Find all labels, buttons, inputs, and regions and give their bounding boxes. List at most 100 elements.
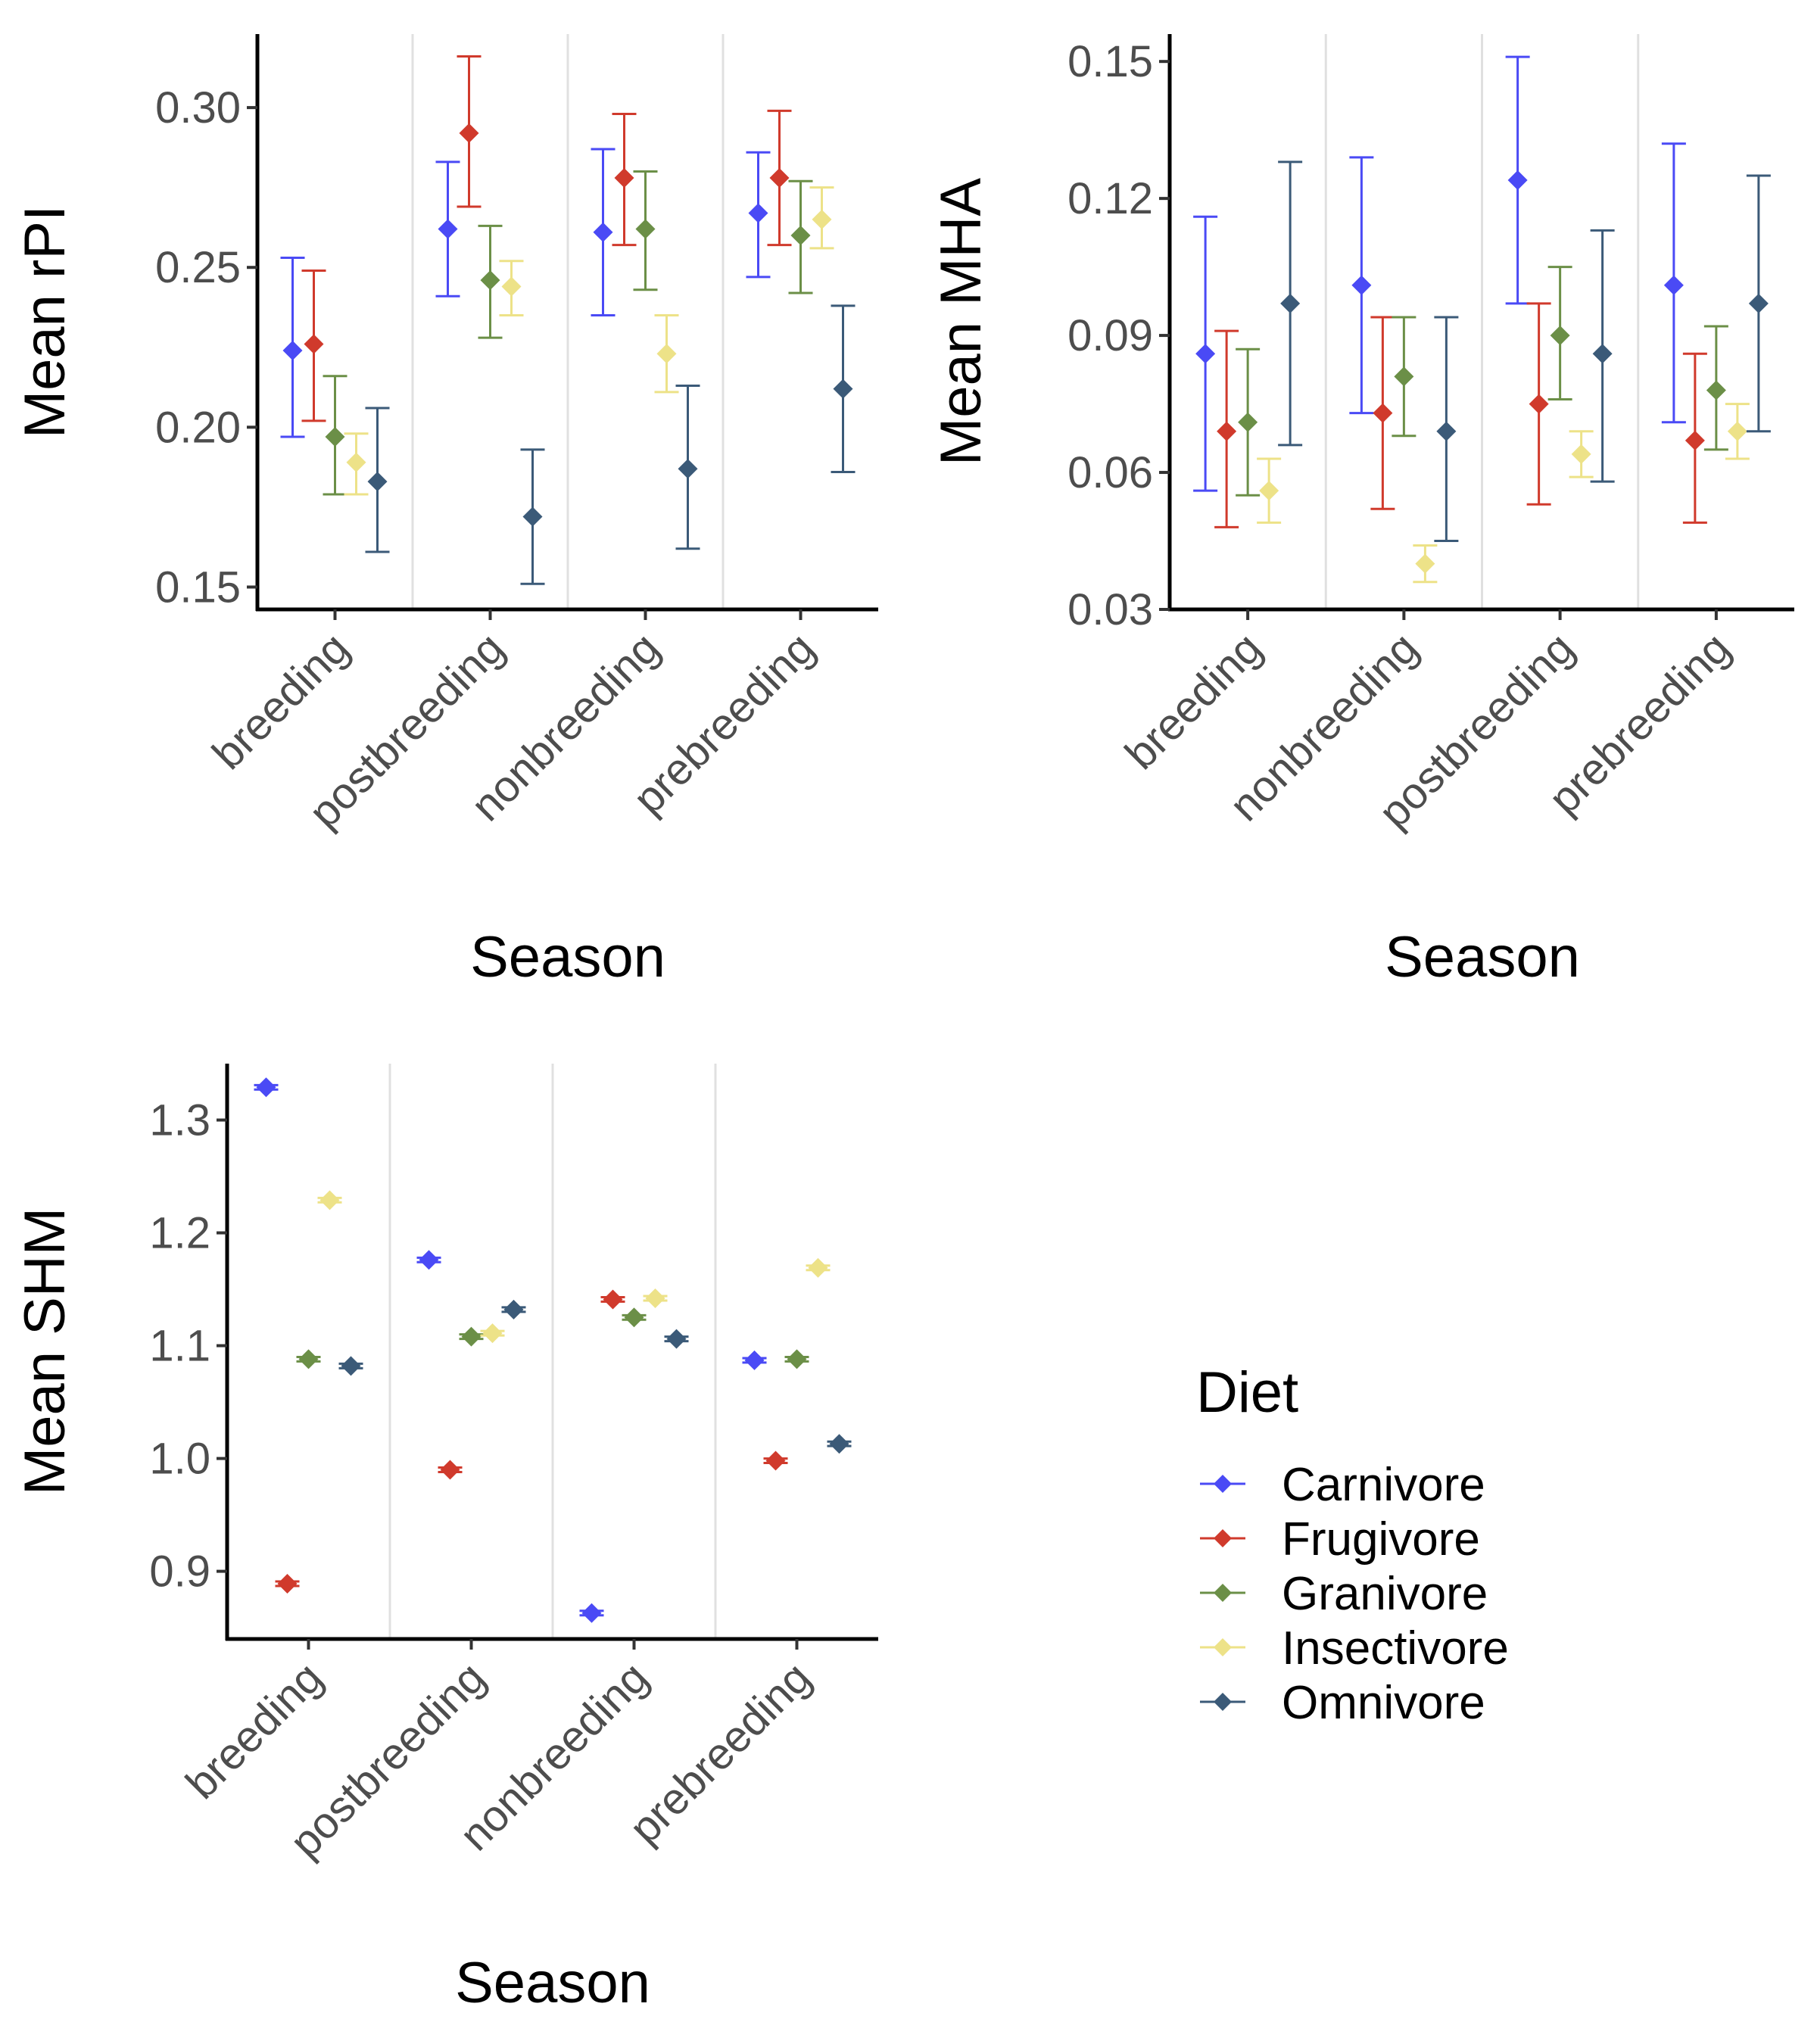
series-insectivore [317, 1190, 831, 1344]
y-tick-label: 1.3 [149, 1096, 210, 1145]
series-carnivore [1193, 55, 1686, 492]
chart-panel-1: 0.150.200.250.30breedingpostbreedingnonb… [13, 34, 878, 989]
data-point [656, 344, 677, 364]
data-point [603, 1289, 623, 1310]
data-point [341, 1356, 361, 1376]
y-tick-label: 0.09 [1067, 311, 1153, 360]
data-point [438, 219, 458, 239]
data-point [765, 1450, 786, 1471]
x-axis-title: Season [455, 1951, 650, 2015]
x-tick-label: breeding [203, 623, 359, 779]
legend-key-marker [1214, 1638, 1232, 1656]
series-frugivore [1214, 302, 1707, 528]
y-tick-label: 0.12 [1067, 174, 1153, 223]
data-point [1727, 421, 1747, 441]
y-axis-title: Mean rPI [13, 205, 77, 438]
data-point [666, 1329, 687, 1349]
legend-label: Insectivore [1282, 1622, 1509, 1675]
data-point [1259, 481, 1279, 501]
legend-item-insectivore: Insectivore [1200, 1622, 1509, 1675]
data-point [593, 222, 613, 242]
data-point [522, 506, 543, 527]
data-point [1706, 380, 1726, 400]
data-point [748, 203, 768, 223]
data-point [298, 1349, 319, 1369]
data-point [1415, 553, 1435, 574]
data-point [744, 1350, 765, 1370]
series-frugivore [275, 1289, 788, 1594]
data-point [282, 341, 303, 360]
data-point [1571, 444, 1591, 464]
y-tick-label: 0.20 [155, 403, 241, 452]
data-point [440, 1460, 460, 1480]
y-tick-label: 0.15 [155, 562, 241, 612]
legend-item-carnivore: Carnivore [1200, 1459, 1485, 1511]
y-tick-label: 0.03 [1067, 585, 1153, 634]
y-tick-label: 1.1 [149, 1322, 210, 1371]
chart-panel-2: 0.030.060.090.120.15breedingnonbreedingp… [929, 34, 1794, 989]
data-point [1685, 430, 1705, 450]
data-point [1663, 275, 1684, 295]
series-insectivore [344, 186, 834, 496]
data-point [325, 427, 345, 447]
legend-title: Diet [1196, 1360, 1298, 1425]
data-point [1373, 403, 1393, 423]
x-tick-label: breeding [1116, 623, 1272, 779]
y-tick-label: 1.2 [149, 1209, 210, 1258]
series-omnivore [1278, 160, 1771, 543]
data-point [1217, 421, 1237, 441]
data-point [480, 270, 500, 291]
data-point [1507, 170, 1528, 191]
data-point [1238, 412, 1258, 432]
data-point [459, 123, 479, 143]
data-point [1529, 394, 1549, 414]
data-point [1280, 293, 1301, 313]
data-point [790, 226, 811, 245]
data-point [1436, 421, 1457, 441]
data-point [419, 1250, 439, 1270]
series-carnivore [254, 1077, 767, 1623]
legend-label: Carnivore [1282, 1459, 1485, 1511]
data-point [1592, 344, 1613, 364]
legend-key-marker [1214, 1529, 1232, 1547]
y-tick-label: 0.15 [1067, 37, 1153, 86]
series-carnivore [280, 148, 771, 438]
legend-label: Omnivore [1282, 1677, 1485, 1729]
data-point [614, 168, 634, 188]
series-frugivore [301, 55, 792, 422]
data-point [812, 209, 832, 229]
chart-panel-3: 0.91.01.11.21.3breedingpostbreedingnonbr… [13, 1064, 878, 2015]
data-point [769, 168, 790, 188]
data-point [346, 452, 366, 472]
data-point [367, 472, 388, 492]
y-tick-label: 0.25 [155, 243, 241, 292]
series-granivore [1236, 266, 1728, 497]
data-point [1748, 293, 1769, 313]
data-point [501, 276, 522, 297]
data-point [1550, 326, 1570, 346]
legend-key-marker [1214, 1475, 1232, 1493]
legend-key-marker [1214, 1693, 1232, 1711]
y-tick-label: 0.9 [149, 1547, 210, 1597]
data-point [829, 1434, 849, 1454]
data-point [787, 1349, 807, 1369]
data-point [256, 1077, 276, 1098]
data-point [482, 1323, 503, 1344]
data-point [503, 1299, 524, 1320]
y-tick-label: 1.0 [149, 1435, 210, 1484]
series-insectivore [1257, 403, 1750, 584]
data-point [461, 1326, 482, 1347]
y-axis-title: Mean MHA [929, 178, 993, 466]
legend-item-omnivore: Omnivore [1200, 1677, 1485, 1729]
x-axis-title: Season [1385, 925, 1580, 989]
legend-item-granivore: Granivore [1200, 1568, 1488, 1620]
series-omnivore [365, 304, 856, 585]
legend-label: Frugivore [1282, 1513, 1480, 1566]
data-point [581, 1603, 602, 1623]
data-point [645, 1288, 665, 1308]
data-point [624, 1307, 644, 1328]
series-granivore [323, 170, 813, 496]
legend-label: Granivore [1282, 1568, 1488, 1620]
data-point [1195, 344, 1216, 364]
